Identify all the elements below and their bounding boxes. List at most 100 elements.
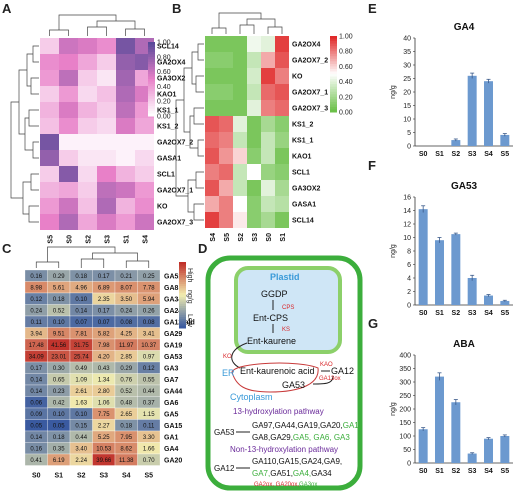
heatmap-b-cell (219, 132, 233, 148)
heatmap-c-value: 2.35 (98, 297, 110, 303)
heatmap-b-cell (233, 148, 247, 164)
heatmap-c-value: 31.75 (74, 343, 90, 349)
colorbar-a-segment (148, 61, 155, 65)
y-tick-label: 10 (403, 117, 411, 124)
heatmap-b-cell (219, 100, 233, 116)
heatmap-c-value: 0.97 (143, 354, 155, 360)
colorbar-b-tick: 0.20 (339, 94, 353, 101)
heatmap-c-value: 0.12 (143, 366, 155, 372)
heatmap-a-cell (116, 198, 135, 214)
colorbar-c-segment (179, 321, 186, 325)
heatmap-c-value: 0.52 (120, 389, 132, 395)
x-tick-label: S2 (452, 310, 461, 317)
heatmap-a-row-label: KO (157, 204, 168, 211)
colorbar-a-segment (148, 42, 155, 45)
heatmap-c-cell (137, 453, 161, 466)
cps-enzyme-label: CPS (282, 305, 294, 311)
heatmap-b-cell (261, 100, 275, 116)
heatmap-c-value: 0.10 (53, 320, 65, 326)
heatmap-a-cell (59, 38, 78, 54)
panel-label-b: B (172, 1, 181, 16)
heatmap-b-cell (233, 180, 247, 196)
y-axis-label: ng/g (390, 402, 397, 416)
heatmap-b-row-label: SCL14 (292, 218, 314, 225)
heatmap-a-cell (59, 150, 78, 166)
non13-ga51: GA51, (270, 469, 293, 478)
colorbar-b-segment (330, 56, 337, 60)
colorbar-c-segment (179, 275, 186, 278)
heatmap-c-value: 0.11 (143, 423, 155, 429)
colorbar-c-segment (179, 286, 186, 289)
y-tick-label: 6 (407, 262, 411, 269)
y-tick-label: 25 (403, 76, 411, 83)
colorbar-b-segment (330, 96, 337, 100)
heatmap-b-cell (247, 132, 261, 148)
heatmap-c-value: 0.44 (143, 389, 155, 395)
colorbar-b-segment (330, 43, 337, 47)
heatmap-a-cell (78, 166, 97, 182)
colorbar-b-segment (330, 53, 337, 57)
colorbar-a-segment (148, 56, 155, 60)
heatmap-c-value: 0.10 (75, 412, 87, 418)
heatmap-b-cell (233, 84, 247, 100)
kao-enzyme-label: KAO (320, 362, 333, 368)
x-tick-label: S4 (484, 468, 493, 475)
x-tick-label: S5 (501, 468, 510, 475)
colorbar-b-segment (330, 68, 337, 72)
y-axis-label: ng/g (390, 85, 397, 99)
bar-chart-title: ABA (453, 339, 475, 350)
y-tick-label: 12 (403, 222, 411, 229)
heatmap-b-cell (205, 116, 219, 132)
colorbar-a-segment (148, 44, 155, 48)
ga53-product-label: GA53 (282, 380, 305, 390)
heatmap-b-cell (205, 132, 219, 148)
bar-chart-e: GA4 0 5 10 15 20 25 30 35 40 ng/g S0 S1 S2 S3 S4 S5 (390, 22, 513, 158)
heatmap-c-value: 0.17 (98, 308, 110, 314)
colorbar-b-tick: 0.80 (339, 49, 353, 56)
heatmap-c-value: 1.09 (75, 377, 87, 383)
heatmap-a-cell (97, 150, 116, 166)
heatmap-c-value: 11.97 (119, 343, 134, 349)
heatmap-c-value: 7.95 (120, 435, 132, 441)
colorbar-b-segment (330, 74, 337, 78)
colorbar-b-segment (330, 101, 337, 105)
heatmap-c-value: 8.62 (120, 446, 132, 452)
heatmap-a-cell (59, 214, 78, 230)
heatmap-b-cell (233, 164, 247, 180)
heatmap-c-value: 0.14 (30, 435, 42, 441)
colorbar-b-segment (330, 84, 337, 88)
heatmap-a-cell (59, 118, 78, 134)
heatmap-b-cell (219, 36, 233, 52)
path-non13-hydroxylation-label: Non-13-hydroxylation pathway (230, 445, 338, 454)
heatmap-c-value: 23.01 (51, 354, 67, 360)
heatmap-c-value: 0.43 (98, 366, 110, 372)
heatmap-b-cell (261, 36, 275, 52)
colorbar-b-segment (330, 61, 337, 65)
heatmap-b-cell (205, 68, 219, 84)
heatmap-a-cell (116, 150, 135, 166)
ent-kaurene-label: Ent-kaurene (247, 336, 296, 346)
kaurenoic-acid-label: Ent-kaurenoic acid (240, 366, 315, 376)
heatmap-b-cell (247, 36, 261, 52)
heatmap-c-value: 0.16 (30, 274, 42, 280)
heatmap-c-value: 0.06 (30, 400, 42, 406)
heatmap-b-cell (219, 52, 233, 68)
colorbar-c-segment (179, 268, 186, 272)
panel-label-e: E (368, 1, 377, 16)
colorbar-c-segment (179, 270, 186, 274)
heatmap-c-value: 4.20 (98, 354, 110, 360)
er-label: ER (222, 368, 235, 378)
colorbar-c-segment (179, 266, 186, 270)
y-tick-label: 0 (407, 144, 411, 151)
legend-green-enzymes: GA3ox (299, 482, 317, 488)
colorbar-b-segment (330, 38, 337, 42)
heatmap-c-value: 0.42 (53, 400, 65, 406)
heatmap-c-value: 25.74 (74, 354, 90, 360)
heatmap-b-cell (219, 148, 233, 164)
heatmap-b-cell (261, 148, 275, 164)
x-tick-label: S1 (435, 468, 444, 475)
heatmap-a-cell (116, 38, 135, 54)
heatmap-a-cell (97, 102, 116, 118)
colorbar-a-segment (148, 64, 155, 68)
heatmap-c-value: 2.80 (98, 389, 110, 395)
